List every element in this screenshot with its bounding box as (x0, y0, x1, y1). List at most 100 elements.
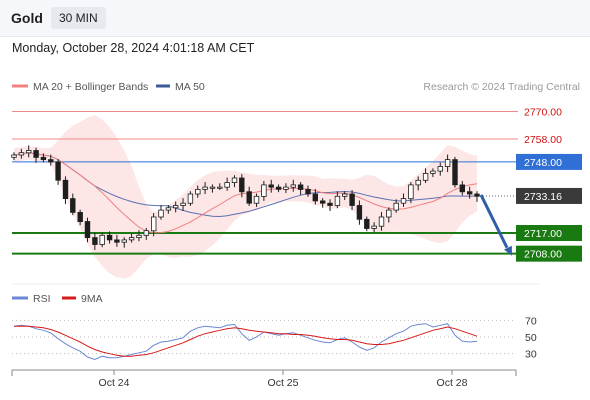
level-label-2748.00: 2748.00 (524, 157, 562, 169)
candle-body (48, 159, 54, 163)
rsi-line (13, 323, 478, 361)
candle-body (77, 211, 83, 222)
candle-body (187, 193, 194, 204)
candle-body (334, 195, 341, 206)
x-tick-label-Oct 25: Oct 25 (268, 377, 299, 389)
forecast-arrow-head (504, 245, 512, 256)
rsi-ma-legend-label: 9MA (81, 293, 103, 305)
candle-body (437, 166, 443, 172)
ma20-line (13, 152, 478, 234)
candle-body (92, 237, 98, 245)
candle-body (268, 184, 274, 188)
x-tick-label-Oct 24: Oct 24 (99, 377, 130, 389)
candle-body (319, 200, 326, 204)
candle-body (312, 193, 318, 202)
candle-body (275, 186, 282, 190)
level-label-2717.00: 2717.00 (524, 228, 562, 240)
level-label-2708.00: 2708.00 (524, 249, 562, 261)
candle-body (121, 239, 127, 243)
candle-body (341, 193, 348, 197)
candle-body (217, 186, 223, 189)
x-axis: Oct 24 Oct 25 Oct 28 (99, 370, 468, 389)
pivot-label-group-2748.00: 2748.00 (516, 153, 582, 170)
candle-body (415, 179, 421, 186)
candle-body (11, 154, 17, 158)
candle-body (253, 195, 260, 204)
candle-body (128, 237, 135, 241)
candle-body (452, 159, 458, 186)
candle-body (84, 221, 91, 239)
candle-body (393, 202, 399, 211)
candle-body (408, 184, 414, 200)
candle-body (114, 239, 120, 243)
candle-body (261, 184, 267, 197)
candle-body (33, 150, 39, 158)
candle-body (305, 188, 311, 195)
timeframe-button[interactable]: 30 MIN (51, 7, 106, 29)
candle-body (349, 193, 355, 206)
support-label-group-2717.00: 2717.00 (516, 225, 582, 242)
candle-body (246, 191, 252, 204)
candle-body (231, 177, 238, 183)
candle-body (25, 150, 32, 154)
candle-body (106, 234, 113, 241)
level-label-2758.00: 2758.00 (524, 134, 562, 146)
candle-body (209, 186, 216, 189)
candle-body (386, 209, 392, 218)
ma20-legend-label: MA 20 + Bollinger Bands (33, 81, 148, 93)
candle-body (62, 179, 69, 200)
candle-body (444, 159, 451, 167)
candle-body (422, 172, 429, 181)
candle-body (195, 188, 201, 195)
timestamp: Monday, October 28, 2024 4:01:18 AM CET (12, 41, 255, 55)
candle-body (459, 184, 465, 193)
rsi-tick-label-50: 50 (525, 332, 537, 344)
candle-body (297, 184, 304, 190)
candle-body (400, 198, 407, 204)
candle-body (364, 218, 370, 229)
candle-body (70, 198, 76, 213)
candle-body (290, 184, 296, 188)
candle-body (371, 225, 377, 229)
candle-body (327, 202, 333, 206)
resistance-label-group-2770.00: 2770.00 (524, 106, 562, 118)
candle-body (40, 156, 47, 161)
candle-body (474, 193, 480, 197)
candle-body (356, 205, 363, 220)
candle-body (99, 234, 105, 245)
candle-body (239, 177, 245, 193)
support-label-bg-2708.00 (516, 245, 582, 262)
candle-body (466, 191, 473, 195)
candle-body (136, 234, 142, 239)
candle-body (18, 152, 25, 156)
rsi-ma-line (14, 325, 478, 357)
candle-body (283, 186, 289, 190)
candle-body (180, 202, 186, 206)
rsi-plot: 70 50 30 (12, 315, 537, 361)
candle-body (158, 209, 164, 218)
candle-body (55, 161, 61, 181)
support-label-bg-2717.00 (516, 225, 582, 242)
candle-body (430, 170, 436, 174)
credit-text: Research © 2024 Trading Central (423, 81, 580, 93)
forecast-arrow-shaft (479, 194, 509, 249)
candle-body (378, 216, 385, 227)
x-tick-label-Oct 28: Oct 28 (437, 377, 468, 389)
support-label-group-2708.00: 2708.00 (516, 245, 582, 262)
candle-body (202, 186, 208, 190)
rsi-tick-label-30: 30 (525, 349, 537, 361)
ma50-legend-label: MA 50 (175, 81, 205, 93)
level-label-2770.00: 2770.00 (524, 106, 562, 118)
candle-body (165, 207, 172, 211)
pivot-label-bg-2748.00 (516, 153, 582, 170)
current-price-label-bg (516, 187, 582, 204)
candle-body (224, 182, 230, 188)
current-price-label: 2733.16 (524, 191, 562, 203)
rsi-legend-label: RSI (33, 293, 51, 305)
main-plot: 2770.00 2758.00 2748.00 2717.00 2708.00 2733.… (11, 106, 582, 285)
top-bar: Gold 30 MIN (0, 0, 590, 37)
rsi-tick-label-70: 70 (525, 315, 537, 327)
candle-body (172, 205, 179, 209)
candle-body (143, 230, 149, 236)
